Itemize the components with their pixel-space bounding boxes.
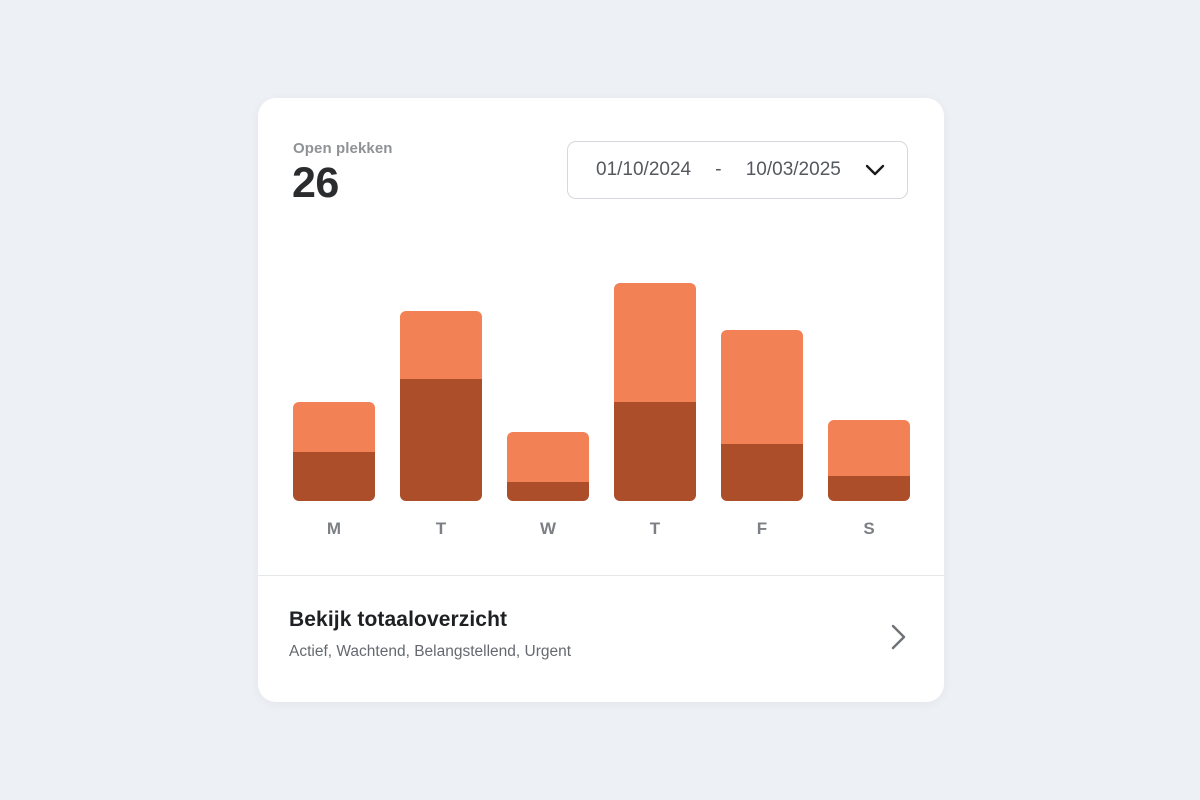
bar-segment-top-orange	[293, 402, 375, 452]
open-plekken-card: Open plekken 26 01/10/2024 - 10/03/2025 …	[258, 98, 944, 702]
bar-5-f	[721, 330, 803, 501]
metric-label: Open plekken	[293, 140, 393, 157]
bar-segment-bottom-dark	[293, 452, 375, 501]
bar-segment-bottom-dark	[828, 476, 910, 501]
date-range-selector[interactable]: 01/10/2024 - 10/03/2025	[567, 141, 908, 199]
bar-segment-bottom-dark	[507, 482, 589, 501]
date-range-separator: -	[715, 159, 722, 180]
bar-3-w	[507, 432, 589, 501]
x-axis-label-1: M	[326, 519, 342, 538]
bar-segment-bottom-dark	[721, 444, 803, 501]
x-axis-label-3: W	[539, 519, 557, 538]
bar-segment-bottom-dark	[400, 379, 482, 501]
divider	[258, 575, 944, 576]
bar-2-t	[400, 311, 482, 501]
chevron-down-icon	[865, 164, 885, 176]
bar-segment-top-orange	[721, 330, 803, 444]
footer-overview-link[interactable]: Bekijk totaaloverzicht Actief, Wachtend,…	[258, 576, 944, 702]
chevron-right-icon	[891, 623, 907, 651]
x-axis-label-2: T	[435, 519, 447, 538]
date-range-end: 10/03/2025	[745, 159, 841, 180]
bar-segment-top-orange	[507, 432, 589, 482]
bar-segment-top-orange	[614, 283, 696, 402]
bar-segment-top-orange	[828, 420, 910, 476]
date-range-start: 01/10/2024	[596, 159, 692, 180]
bar-chart	[293, 258, 910, 501]
footer-title: Bekijk totaaloverzicht	[289, 608, 508, 631]
x-axis-label-5: F	[756, 519, 768, 538]
bar-6-s	[828, 420, 910, 501]
bar-1-m	[293, 402, 375, 501]
footer-subtitle: Actief, Wachtend, Belangstellend, Urgent	[289, 643, 572, 660]
x-axis-label-6: S	[863, 519, 875, 538]
bar-segment-top-orange	[400, 311, 482, 379]
bar-4-t	[614, 283, 696, 501]
x-axis-label-4: T	[649, 519, 661, 538]
metric-value: 26	[292, 159, 339, 207]
bar-segment-bottom-dark	[614, 402, 696, 501]
